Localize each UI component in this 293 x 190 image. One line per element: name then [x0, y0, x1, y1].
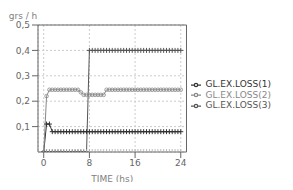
svg-text:0,4: 0,4 [16, 46, 31, 56]
svg-text:0,3: 0,3 [16, 71, 30, 81]
svg-text:0,5: 0,5 [16, 20, 30, 30]
html-text:GL.EX.LOSS(2): GL.EX.LOSS(2) [205, 89, 271, 100]
html-text:GL.EX.LOSS(3): GL.EX.LOSS(3) [205, 100, 271, 111]
svg-text:0,1: 0,1 [16, 122, 30, 132]
html-text:GL.EX.LOSS(1): GL.EX.LOSS(1) [205, 79, 271, 90]
svg-text:16: 16 [129, 158, 141, 168]
svg-text:8: 8 [87, 158, 93, 168]
svg-text:0,2: 0,2 [16, 96, 30, 106]
svg-text:0: 0 [41, 158, 47, 168]
svg-text:grs / h: grs / h [9, 11, 38, 21]
svg-text:24: 24 [175, 158, 187, 168]
svg-text:TIME (hs): TIME (hs) [90, 174, 133, 182]
